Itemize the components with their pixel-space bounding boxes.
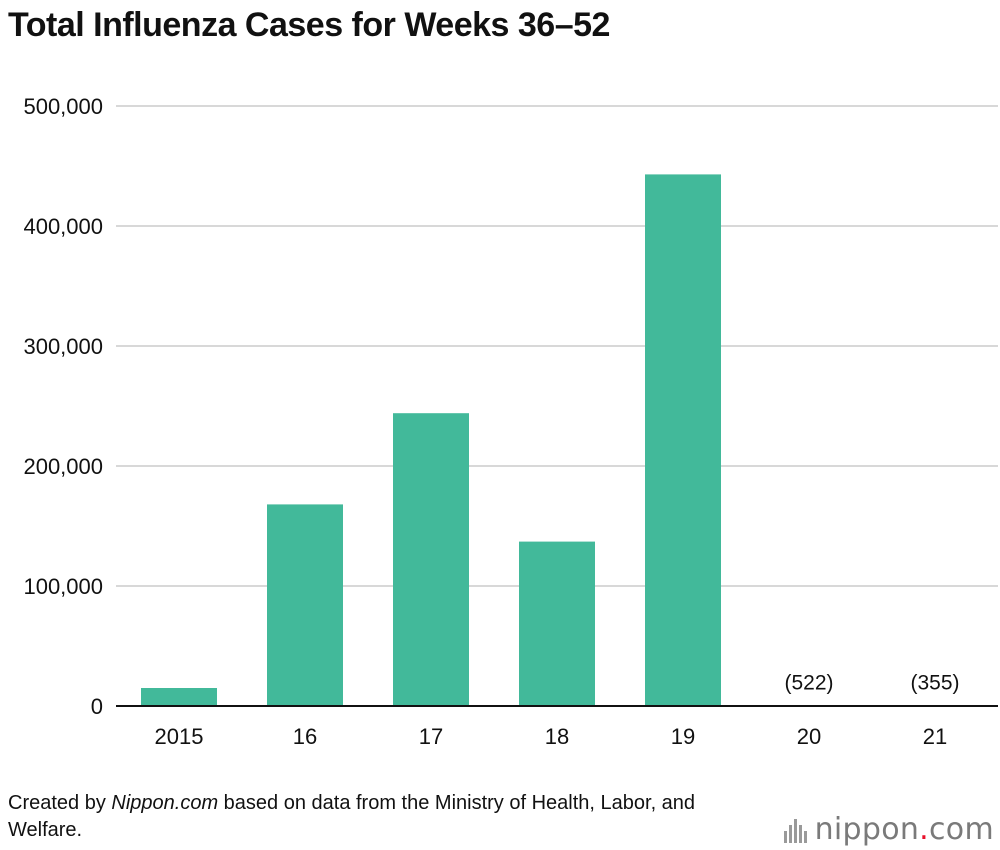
data-label-21: (355) <box>910 672 959 695</box>
x-tick-label: 19 <box>671 724 695 749</box>
y-tick-label: 400,000 <box>23 214 103 239</box>
bar-18 <box>519 541 595 706</box>
logo-wordmark: nippon.com <box>814 812 994 847</box>
data-labels: (522) (355) <box>784 671 959 694</box>
y-axis-tick-labels: 0 100,000 200,000 300,000 400,000 500,000 <box>23 94 103 719</box>
nippon-logo: nippon.com <box>783 812 994 847</box>
y-tick-label: 300,000 <box>23 334 103 359</box>
x-tick-label: 2015 <box>155 724 204 749</box>
y-tick-label: 200,000 <box>23 454 103 479</box>
bar-17 <box>393 413 469 706</box>
bar-16 <box>267 504 343 706</box>
gridlines <box>116 105 998 587</box>
source-site: Nippon.com <box>111 792 219 814</box>
y-tick-label: 500,000 <box>23 94 103 119</box>
x-tick-label: 17 <box>419 724 443 749</box>
source-note: Created by Nippon.com based on data from… <box>8 790 768 844</box>
bar-chart: 0 100,000 200,000 300,000 400,000 500,000 (52… <box>23 94 998 749</box>
bars <box>141 174 973 706</box>
x-axis-tick-labels: 2015 16 17 18 19 20 21 <box>155 724 948 749</box>
x-tick-label: 21 <box>923 724 947 749</box>
y-tick-label: 0 <box>91 694 103 719</box>
nippon-logo-mark-icon <box>783 817 807 843</box>
data-label-20: (522) <box>784 671 833 694</box>
x-tick-label: 18 <box>545 724 569 749</box>
bar-2015 <box>141 688 217 706</box>
bar-19 <box>645 174 721 706</box>
x-tick-label: 20 <box>797 724 821 749</box>
source-prefix: Created by <box>8 792 112 814</box>
source-suffix: based on data from the Ministry of Healt… <box>8 792 696 841</box>
x-tick-label: 16 <box>293 724 317 749</box>
y-tick-label: 100,000 <box>23 574 103 599</box>
chart-title: Total Influenza Cases for Weeks 36–52 <box>8 6 610 44</box>
